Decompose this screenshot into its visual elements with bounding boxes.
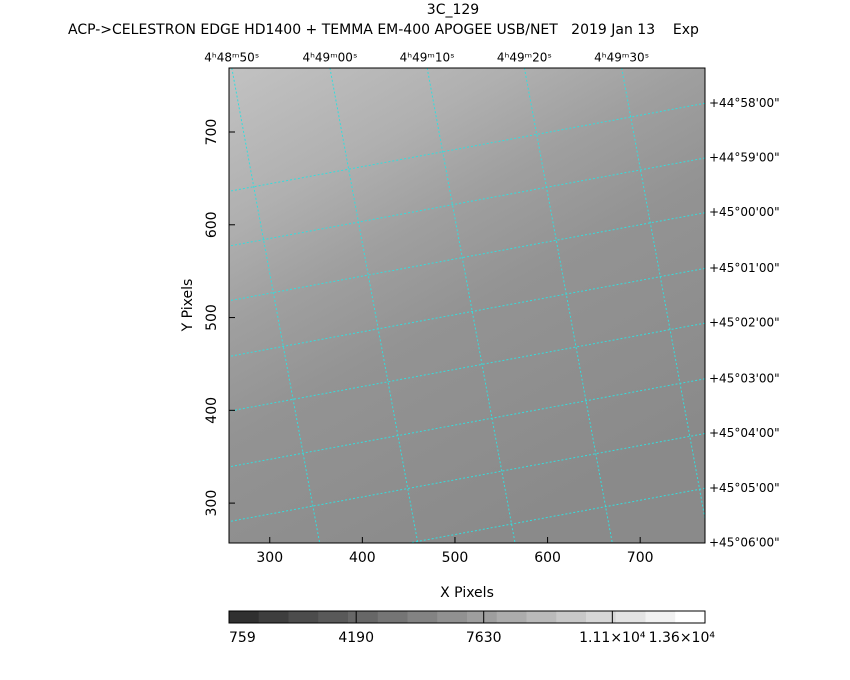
ra-grid-line: [621, 68, 705, 522]
dec-tick-label: +45°01'00": [709, 261, 780, 275]
dec-grid-line: [229, 102, 705, 192]
x-tick-label: 400: [349, 550, 376, 566]
ra-tick-label: 4ʰ49ᵐ10ˢ: [400, 51, 455, 65]
x-tick-label: 700: [627, 550, 654, 566]
x-axis-label: X Pixels: [440, 585, 494, 601]
colorbar-segment: [437, 611, 468, 623]
chart-title: 3C_129: [427, 2, 479, 18]
x-tick-label: 500: [442, 550, 469, 566]
ra-tick-label: 4ʰ49ᵐ30ˢ: [594, 51, 649, 65]
dec-grid-line: [229, 322, 705, 412]
colorbar-segment: [348, 611, 379, 623]
wcs-grid: [229, 68, 705, 543]
ra-grid-line: [329, 68, 419, 543]
y-tick-label: 300: [204, 490, 220, 517]
dec-tick-label: +44°59'00": [709, 150, 780, 164]
colorbar-segment: [645, 611, 676, 623]
dec-grid-line: [229, 157, 705, 247]
colorbar-segment: [407, 611, 438, 623]
colorbar-segment: [526, 611, 557, 623]
colorbar-segment: [675, 611, 706, 623]
colorbar-segment: [229, 611, 260, 623]
image: [229, 68, 705, 543]
colorbar-segment: [615, 611, 646, 623]
colorbar-segment: [586, 611, 617, 623]
colorbar: 759 4190 7630 1.11×10⁴ 1.36×10⁴: [228, 610, 716, 646]
y-tick-label: 400: [204, 397, 220, 424]
dec-grid-line: [229, 267, 705, 357]
colorbar-tick-label: 1.11×10⁴: [579, 630, 646, 646]
colorbar-tick-label: 759: [229, 630, 256, 646]
dec-tick-label: +45°03'00": [709, 371, 780, 385]
y-tick-label: 700: [204, 119, 220, 146]
colorbar-segment: [258, 611, 289, 623]
x-tick-label: 600: [534, 550, 561, 566]
dec-grid-line: [406, 487, 705, 543]
colorbar-tick-label: 1.36×10⁴: [649, 630, 716, 646]
chart-subtitle: ACP->CELESTRON EDGE HD1400 + TEMMA EM-40…: [68, 22, 699, 38]
dec-tick-label: +45°00'00": [709, 205, 780, 219]
ra-tick-label: 4ʰ49ᵐ00ˢ: [302, 51, 357, 65]
dec-tick-label: +45°02'00": [709, 316, 780, 330]
ra-tick-label: 4ʰ49ᵐ20ˢ: [497, 51, 552, 65]
ra-grid-line: [523, 68, 613, 543]
y-axis-label: Y Pixels: [180, 279, 196, 333]
colorbar-segment: [467, 611, 498, 623]
dec-tick-label: +45°04'00": [709, 426, 780, 440]
colorbar-segment: [377, 611, 408, 623]
y-tick-label: 600: [204, 211, 220, 238]
dec-tick-label: +45°06'00": [709, 536, 780, 550]
colorbar-tick-label: 4190: [338, 630, 374, 646]
dec-tick-label: +45°05'00": [709, 481, 780, 495]
x-tick-label: 300: [256, 550, 283, 566]
colorbar-segment: [318, 611, 349, 623]
colorbar-segment: [496, 611, 527, 623]
colorbar-tick-label: 7630: [466, 630, 502, 646]
ra-grid-line: [231, 68, 321, 543]
dec-grid-line: [229, 378, 705, 468]
y-tick-label: 500: [204, 304, 220, 331]
ra-tick-label: 4ʰ48ᵐ50ˢ: [204, 51, 259, 65]
dec-tick-label: +44°58'00": [709, 96, 780, 110]
dec-grid-line: [229, 433, 705, 523]
dec-grid-line: [229, 212, 705, 302]
ra-grid-line: [426, 68, 516, 543]
plot-frame: [228, 67, 706, 544]
colorbar-segment: [288, 611, 319, 623]
colorbar-segment: [556, 611, 587, 623]
